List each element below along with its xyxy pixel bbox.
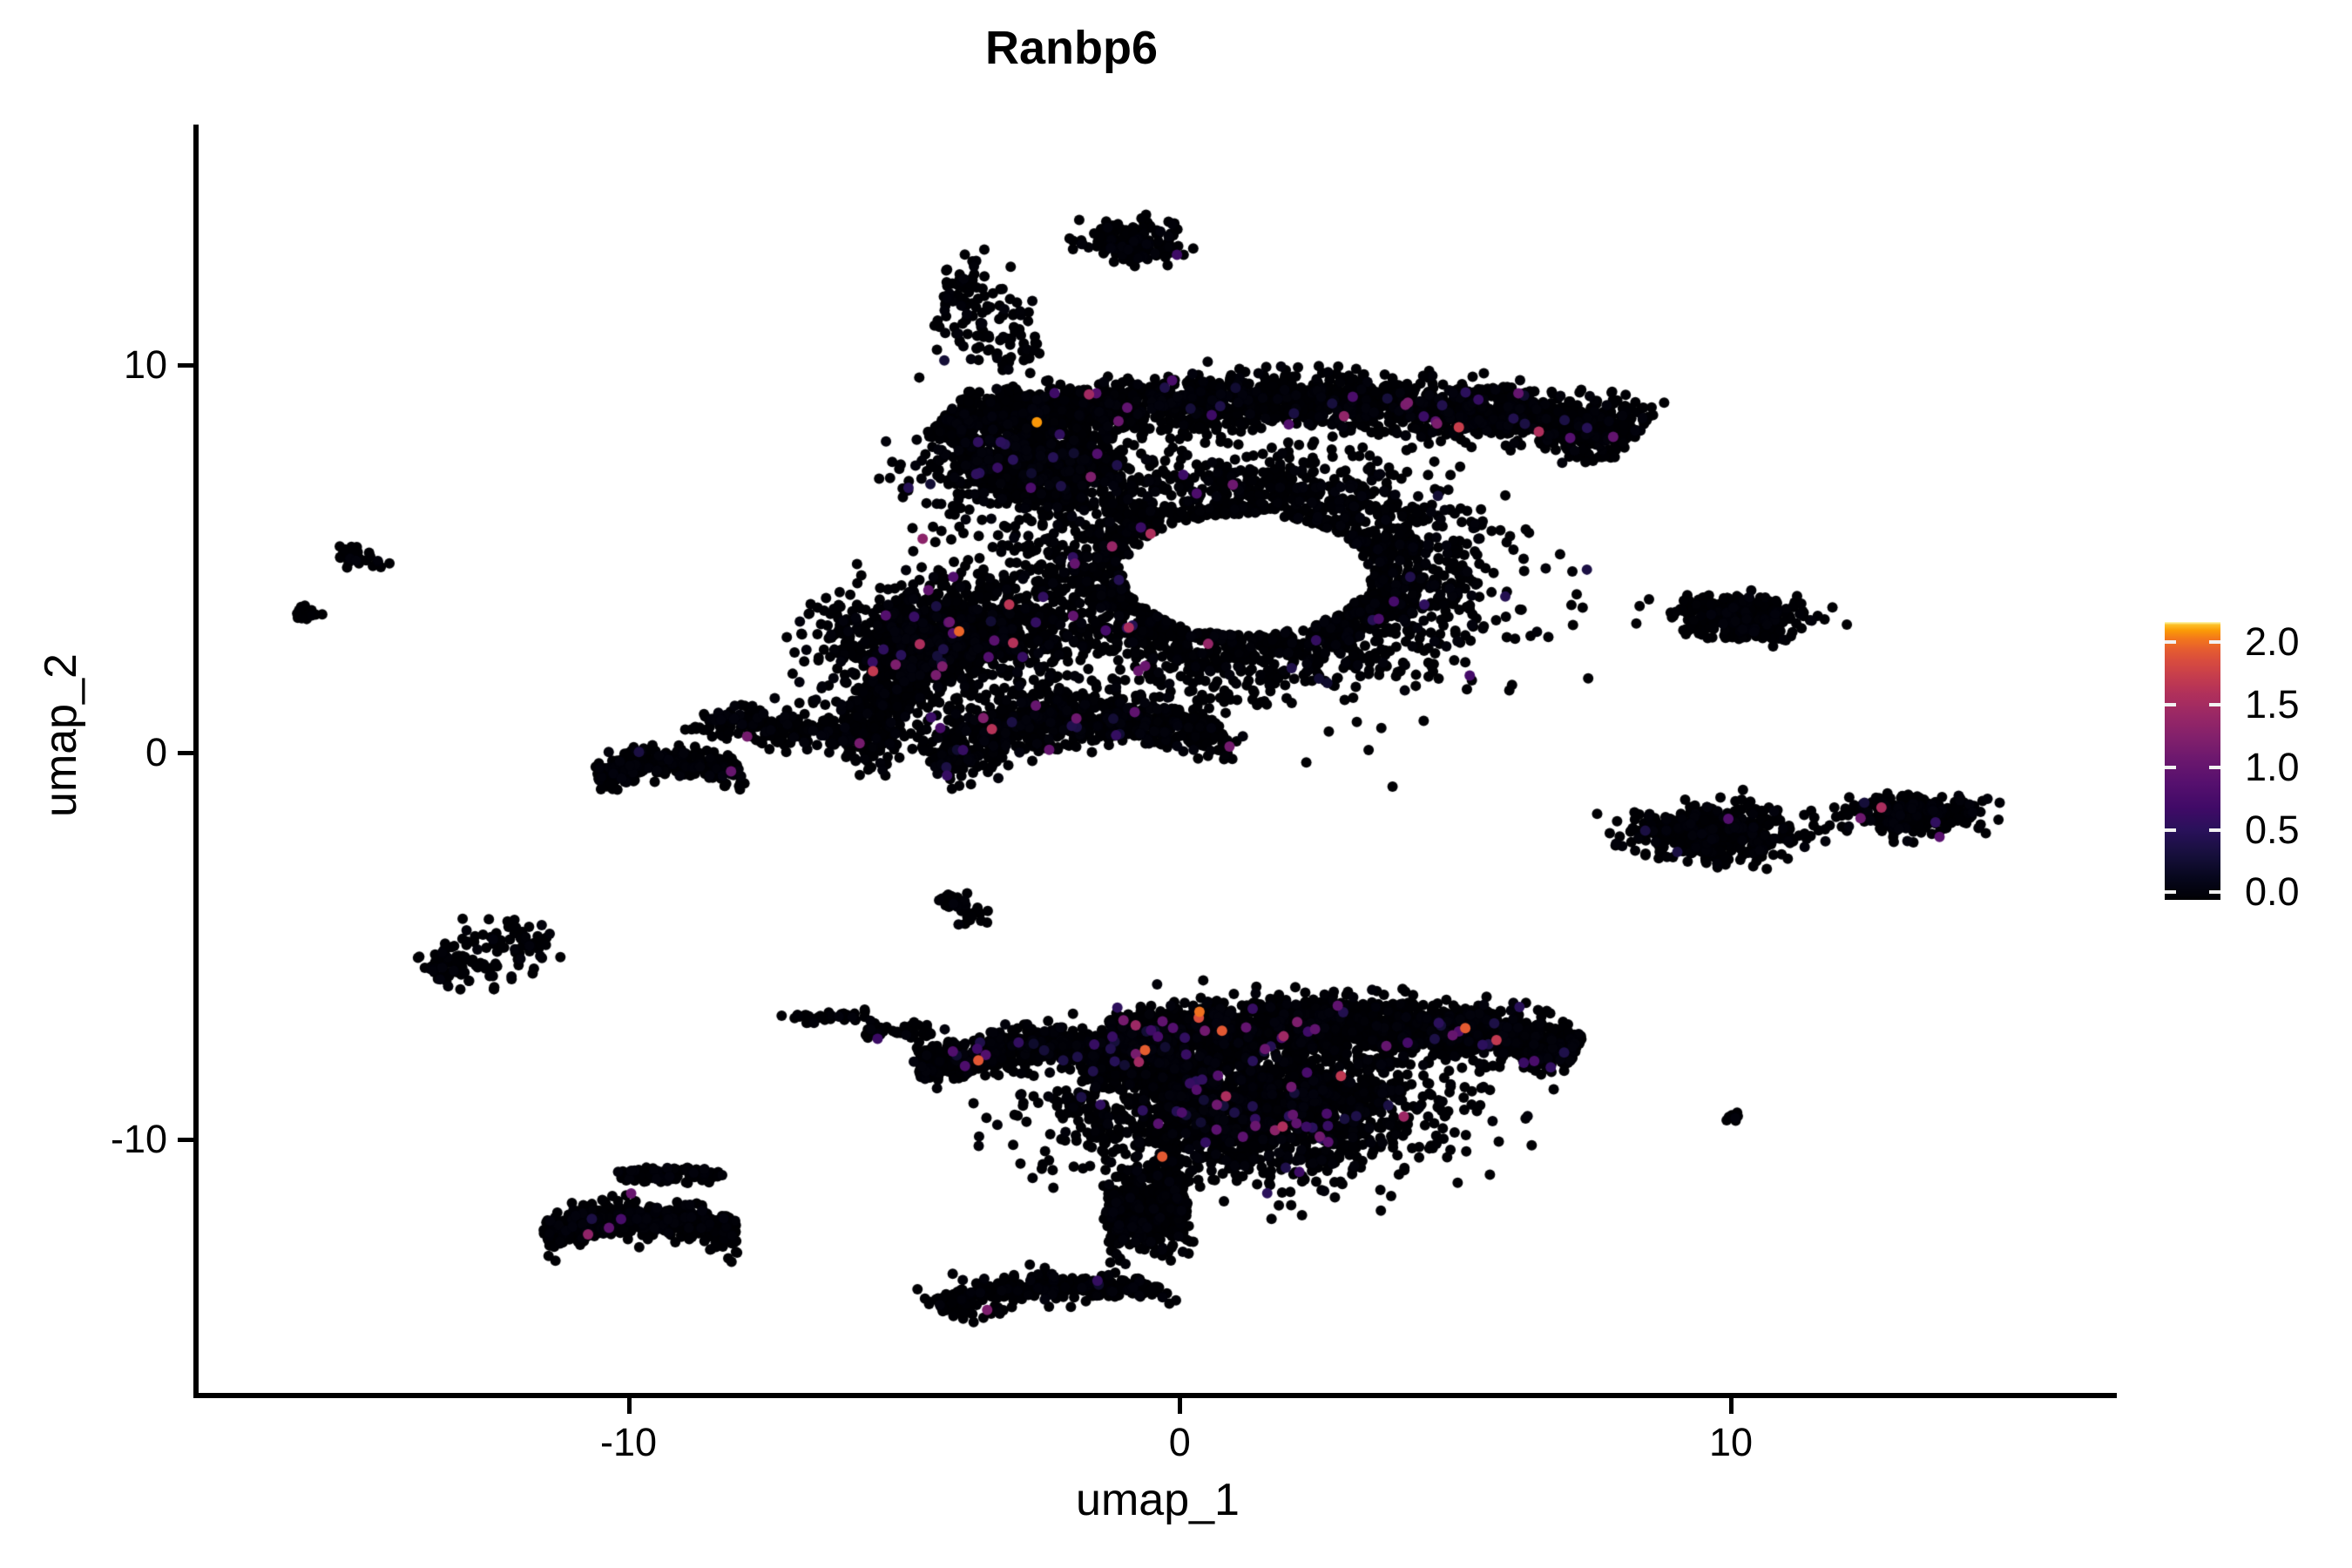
colorbar-tick-mark (2165, 828, 2176, 832)
colorbar-tick-mark (2165, 890, 2176, 895)
y-axis-line (193, 125, 199, 1398)
x-tick-label: -10 (600, 1420, 658, 1464)
y-tick-label: 10 (123, 341, 167, 387)
colorbar-tick-label: 1.5 (2245, 681, 2300, 727)
y-tick-label: -10 (110, 1117, 167, 1162)
y-tick-mark (178, 362, 193, 368)
x-tick-mark (1729, 1398, 1734, 1414)
x-tick-mark (626, 1398, 632, 1414)
x-tick-mark (1178, 1398, 1183, 1414)
x-tick-label: 10 (1709, 1420, 1754, 1464)
colorbar-tick-mark (2209, 828, 2220, 832)
colorbar-tick-label: 1.0 (2245, 744, 2300, 789)
colorbar-tick-mark (2209, 890, 2220, 895)
colorbar-tick-mark (2209, 765, 2220, 769)
x-tick-label: 0 (1168, 1420, 1191, 1464)
scatter-panel (199, 125, 2117, 1396)
y-tick-label: 0 (145, 729, 167, 774)
colorbar-tick-mark (2165, 702, 2176, 706)
x-axis-title: umap_1 (1076, 1475, 1240, 1525)
y-tick-mark (178, 750, 193, 755)
scatter-plot-canvas (199, 125, 2117, 1396)
y-tick-mark (178, 1138, 193, 1143)
y-axis-title: umap_2 (36, 653, 86, 817)
colorbar-tick-mark (2165, 765, 2176, 769)
colorbar-tick-mark (2209, 702, 2220, 706)
colorbar-gradient (2165, 622, 2220, 900)
colorbar-tick-mark (2209, 639, 2220, 644)
colorbar-tick-label: 0.0 (2245, 869, 2300, 915)
colorbar-tick-mark (2165, 639, 2176, 644)
x-axis-line (193, 1393, 2117, 1398)
colorbar-tick-label: 2.0 (2245, 618, 2300, 664)
page-title: Ranbp6 (984, 22, 1159, 74)
colorbar-tick-label: 0.5 (2245, 807, 2300, 852)
